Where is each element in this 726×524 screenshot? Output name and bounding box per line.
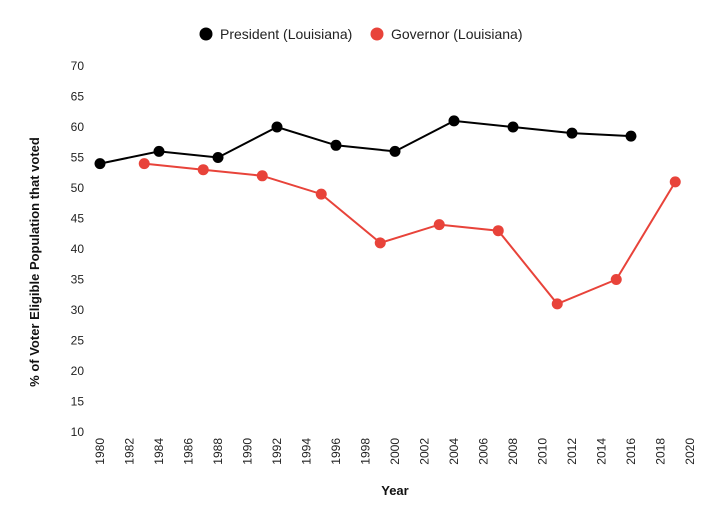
legend-marker	[199, 27, 213, 41]
data-point	[94, 158, 106, 170]
x-tick-label: 2010	[536, 438, 550, 465]
series-line-1	[99, 119, 632, 165]
y-tick-label: 30	[71, 303, 85, 317]
data-point	[507, 121, 519, 133]
y-tick-label: 15	[71, 395, 85, 409]
data-point	[448, 115, 460, 127]
y-tick-label: 70	[71, 59, 85, 73]
x-tick-label: 1994	[300, 438, 314, 465]
x-tick-label: 2018	[654, 438, 668, 465]
data-point	[566, 127, 578, 139]
data-point	[433, 219, 445, 231]
series-line-2	[144, 162, 677, 306]
data-point	[197, 164, 209, 176]
data-point	[389, 145, 401, 157]
x-tick-label: 1996	[329, 438, 343, 465]
x-tick-label: 2016	[624, 438, 638, 465]
x-tick-label: 1998	[359, 438, 373, 465]
data-point	[256, 170, 268, 182]
data-point	[610, 274, 622, 285]
x-tick-label: 1984	[152, 438, 166, 465]
x-tick-label: 2020	[683, 438, 697, 465]
x-tick-label: 2004	[447, 438, 461, 465]
data-point	[330, 139, 342, 151]
series-layer	[94, 115, 681, 310]
x-tick-label: 2002	[418, 438, 432, 465]
y-tick-label: 25	[71, 334, 85, 348]
y-tick-label: 20	[71, 364, 85, 378]
data-point	[492, 225, 504, 237]
x-axis-title: Year	[381, 483, 408, 498]
y-axis-ticks: 10 15 20 25 30 35 40 45 50 55 60 65 70	[71, 59, 85, 439]
y-tick-label: 65	[71, 90, 85, 104]
x-axis-ticks: 1980 1982 1984 1986 1988 1990 1992 1994 1996 1998…	[93, 438, 697, 465]
legend-marker	[370, 27, 384, 41]
x-tick-label: 2012	[565, 438, 579, 465]
data-point	[212, 152, 224, 163]
legend: President (Louisiana) Governor (Louisiana…	[199, 26, 523, 42]
x-tick-label: 2008	[506, 438, 520, 465]
data-point	[625, 130, 637, 142]
x-tick-label: 1988	[211, 438, 225, 465]
y-tick-label: 10	[71, 425, 85, 439]
y-tick-label: 40	[71, 242, 85, 256]
x-tick-label: 1980	[93, 438, 107, 465]
legend-label: Governor (Louisiana)	[391, 26, 523, 42]
y-tick-label: 35	[71, 273, 85, 287]
data-point	[153, 145, 165, 157]
y-axis-title: % of Voter Eligible Population that vote…	[27, 137, 42, 387]
data-point	[374, 237, 386, 249]
x-tick-label: 2014	[595, 438, 609, 465]
y-tick-label: 45	[71, 212, 85, 226]
x-tick-label: 1992	[270, 438, 284, 465]
data-point	[551, 298, 563, 310]
x-tick-label: 2000	[388, 438, 402, 465]
legend-label: President (Louisiana)	[220, 26, 352, 42]
y-tick-label: 60	[71, 120, 85, 134]
y-tick-label: 55	[71, 151, 85, 165]
y-tick-label: 50	[71, 181, 85, 195]
data-point	[669, 176, 681, 188]
data-point	[315, 188, 327, 200]
x-tick-label: 1986	[182, 438, 196, 465]
data-point	[138, 158, 150, 170]
x-tick-label: 2006	[477, 438, 491, 465]
x-tick-label: 1990	[241, 438, 255, 465]
x-tick-label: 1982	[123, 438, 137, 465]
data-point	[271, 121, 283, 133]
